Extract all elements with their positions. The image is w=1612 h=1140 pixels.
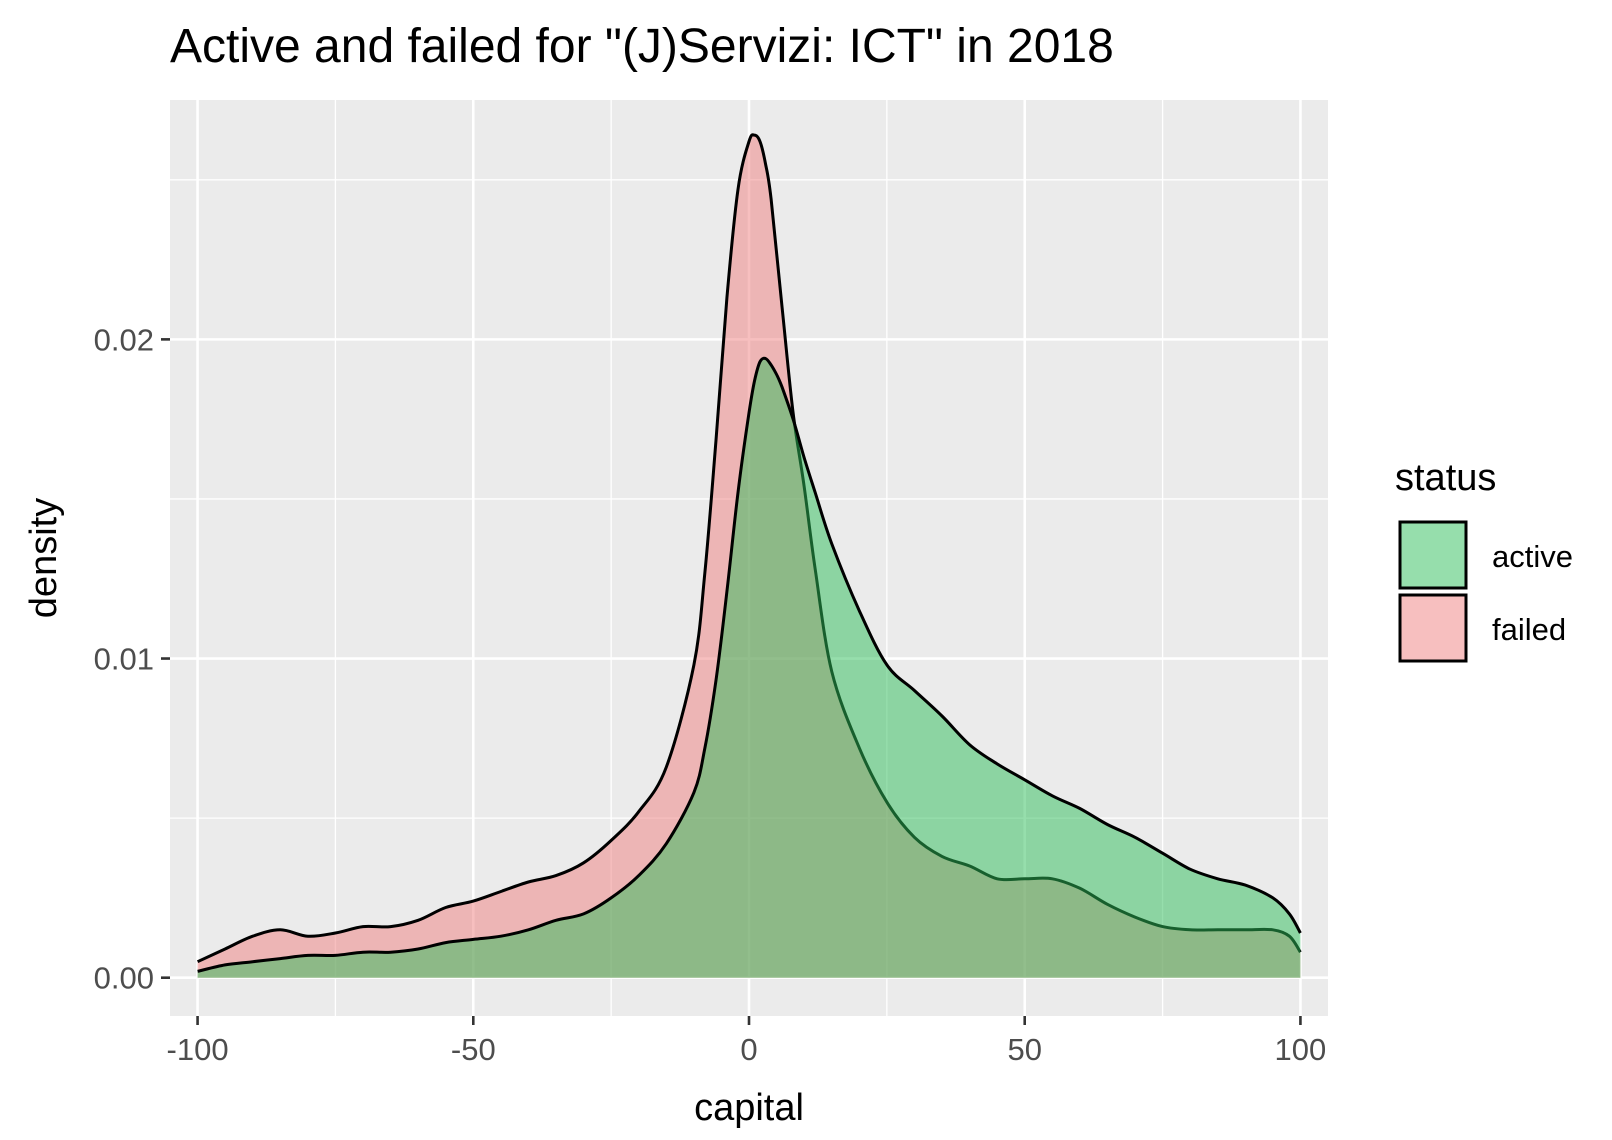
x-tick-label: 50 (1007, 1032, 1041, 1067)
density-line-active (197, 356, 1302, 973)
x-tick-label: 0 (740, 1032, 757, 1067)
legend-label-failed: failed (1492, 612, 1566, 647)
legend-key-failed (1398, 593, 1468, 663)
x-tick-label: -100 (167, 1032, 229, 1067)
legend-key-active (1398, 520, 1468, 590)
x-axis-title: capital (694, 1087, 804, 1129)
legend-label-active: active (1492, 539, 1573, 574)
y-tick-label: 0.01 (94, 642, 154, 677)
density-areas (196, 133, 1302, 978)
y-axis-title: density (23, 498, 65, 618)
legend-title: status (1395, 457, 1496, 499)
legend: status active failed (1395, 457, 1573, 663)
axis-ticks (161, 338, 1302, 1025)
y-tick-labels: 0.00 0.01 0.02 (94, 322, 154, 995)
density-area-active (197, 358, 1301, 978)
x-tick-label: -50 (451, 1032, 496, 1067)
y-tick-label: 0.02 (94, 322, 154, 357)
y-tick-label: 0.00 (94, 961, 154, 996)
x-tick-label: 100 (1275, 1032, 1327, 1067)
x-tick-labels: -100 -50 0 50 100 (167, 1032, 1327, 1067)
chart-title: Active and failed for "(J)Servizi: ICT" … (170, 20, 1114, 73)
